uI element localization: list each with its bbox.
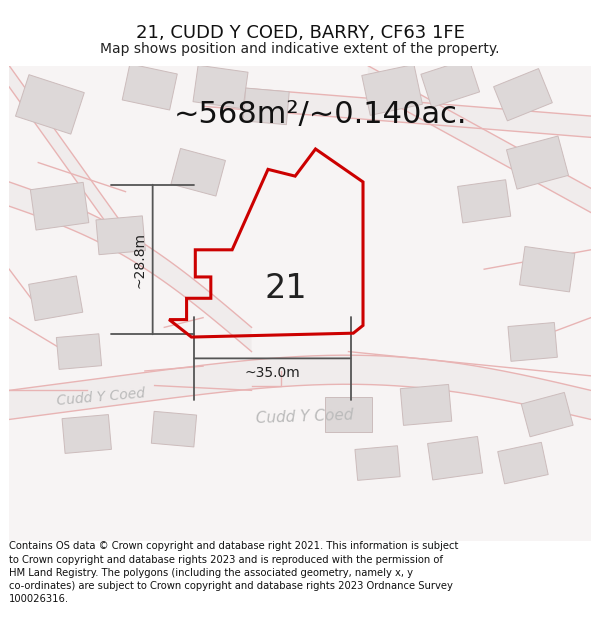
FancyBboxPatch shape — [400, 384, 452, 426]
FancyBboxPatch shape — [508, 322, 557, 361]
FancyBboxPatch shape — [243, 88, 289, 124]
FancyBboxPatch shape — [520, 246, 575, 292]
FancyBboxPatch shape — [521, 392, 573, 437]
FancyBboxPatch shape — [96, 216, 145, 254]
FancyBboxPatch shape — [428, 436, 482, 480]
Polygon shape — [368, 66, 591, 213]
Polygon shape — [9, 182, 251, 352]
FancyBboxPatch shape — [362, 64, 422, 116]
Polygon shape — [9, 355, 591, 419]
Text: ~35.0m: ~35.0m — [244, 366, 300, 380]
FancyBboxPatch shape — [122, 64, 177, 110]
FancyBboxPatch shape — [193, 65, 248, 109]
Text: ~28.8m: ~28.8m — [132, 231, 146, 288]
FancyBboxPatch shape — [56, 334, 101, 369]
FancyBboxPatch shape — [325, 397, 372, 432]
Text: 21, CUDD Y COED, BARRY, CF63 1FE: 21, CUDD Y COED, BARRY, CF63 1FE — [136, 24, 464, 41]
Text: 21: 21 — [264, 272, 307, 305]
FancyBboxPatch shape — [62, 414, 112, 453]
FancyBboxPatch shape — [421, 59, 479, 108]
FancyBboxPatch shape — [16, 74, 84, 134]
Polygon shape — [203, 85, 591, 138]
Text: Contains OS data © Crown copyright and database right 2021. This information is : Contains OS data © Crown copyright and d… — [9, 541, 458, 604]
Text: Cudd Y Coed: Cudd Y Coed — [256, 408, 354, 426]
Text: Cudd Y Coed: Cudd Y Coed — [56, 386, 146, 408]
FancyBboxPatch shape — [171, 149, 226, 196]
FancyBboxPatch shape — [498, 442, 548, 484]
FancyBboxPatch shape — [31, 182, 89, 230]
Text: ~568m²/~0.140ac.: ~568m²/~0.140ac. — [174, 99, 467, 129]
Polygon shape — [9, 66, 125, 250]
FancyBboxPatch shape — [506, 136, 569, 189]
FancyBboxPatch shape — [29, 276, 83, 321]
FancyBboxPatch shape — [355, 446, 400, 481]
FancyBboxPatch shape — [494, 69, 553, 121]
FancyBboxPatch shape — [151, 411, 197, 447]
Text: Map shows position and indicative extent of the property.: Map shows position and indicative extent… — [100, 42, 500, 56]
FancyBboxPatch shape — [458, 180, 511, 223]
